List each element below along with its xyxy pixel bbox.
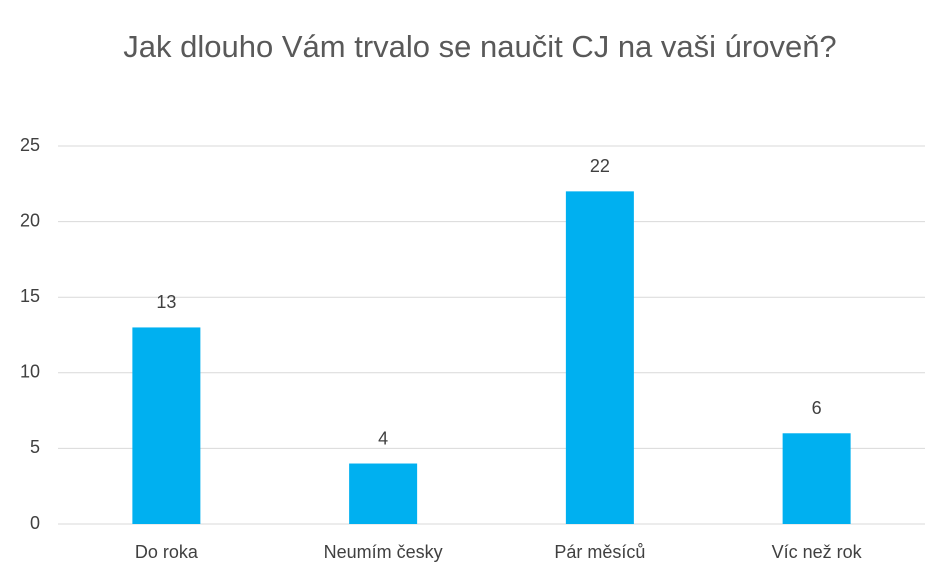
- x-tick-label: Do roka: [135, 542, 199, 562]
- y-tick-label: 0: [30, 513, 40, 533]
- y-tick-label: 25: [20, 135, 40, 155]
- data-label: 6: [812, 398, 822, 418]
- x-tick-label: Pár měsíců: [554, 542, 645, 562]
- chart-title: Jak dlouho Vám trvalo se naučit CJ na va…: [123, 29, 837, 64]
- data-label: 13: [156, 292, 176, 312]
- bar: [782, 433, 851, 524]
- bar: [565, 191, 634, 525]
- y-tick-label: 20: [20, 210, 40, 230]
- y-tick-label: 15: [20, 286, 40, 306]
- bar: [349, 463, 418, 524]
- data-label: 4: [378, 428, 388, 448]
- bar: [132, 327, 201, 524]
- y-tick-label: 10: [20, 362, 40, 382]
- x-tick-label: Neumím česky: [324, 542, 443, 562]
- data-label: 22: [590, 156, 610, 176]
- x-tick-label: Víc než rok: [772, 542, 863, 562]
- y-tick-label: 5: [30, 437, 40, 457]
